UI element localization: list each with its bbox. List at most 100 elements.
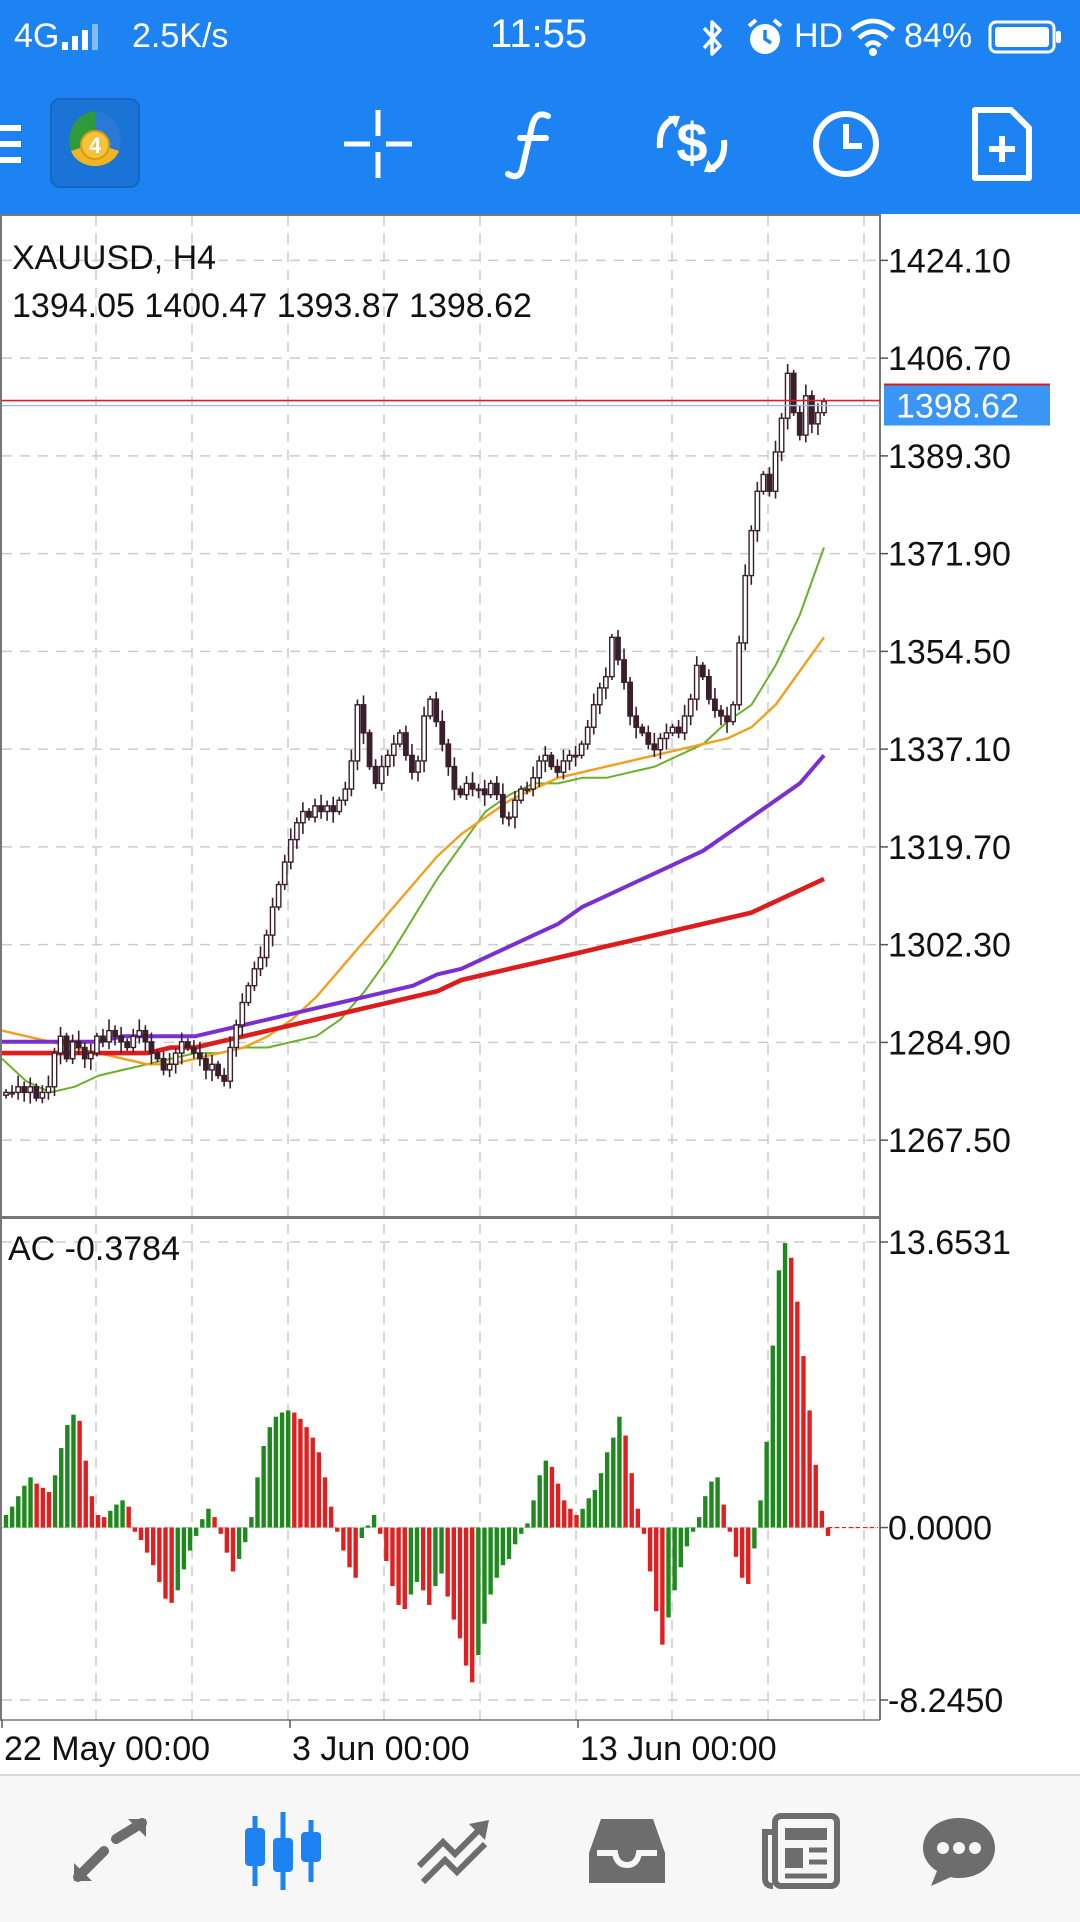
- price-tick-label: 1424.10: [888, 242, 1011, 280]
- ac-bar: [746, 1527, 751, 1585]
- ac-bar: [678, 1527, 683, 1568]
- candle-body: [518, 788, 524, 801]
- crosshair-icon[interactable]: [330, 96, 426, 192]
- candle-body: [536, 760, 543, 779]
- candle-body: [287, 838, 294, 863]
- ac-bar: [690, 1527, 696, 1532]
- ac-bar: [359, 1527, 364, 1539]
- candle-body: [136, 1029, 143, 1037]
- candle-body: [506, 816, 512, 820]
- candle-body: [190, 1046, 197, 1054]
- candle-body: [705, 675, 712, 700]
- ac-bar: [261, 1445, 266, 1528]
- candle-body: [27, 1086, 34, 1094]
- candle-body: [9, 1091, 15, 1095]
- ac-bar: [654, 1527, 659, 1612]
- candle-body: [184, 1041, 191, 1049]
- ac-bar: [555, 1483, 561, 1528]
- candle-body: [142, 1029, 149, 1043]
- ac-bar: [703, 1496, 708, 1528]
- ac-bar: [813, 1464, 818, 1528]
- chart-area[interactable]: 1424.10 1406.70 1389.30 1371.90 1354.50 1337.…: [0, 214, 1080, 1774]
- time-tick-label: 13 Jun 00:00: [580, 1730, 777, 1768]
- ac-bar: [825, 1527, 831, 1536]
- candle-body: [178, 1041, 185, 1054]
- ac-bar: [494, 1527, 499, 1578]
- chart-icon[interactable]: [228, 1796, 338, 1906]
- ac-bar: [402, 1527, 407, 1610]
- ac-bar: [451, 1527, 457, 1620]
- signal-icon: [62, 24, 102, 50]
- price-axis: 1424.10 1406.70 1389.30 1371.90 1354.50 1337.…: [880, 242, 1011, 1160]
- ac-bar: [512, 1527, 518, 1545]
- menu-icon[interactable]: [0, 96, 38, 192]
- candle-body: [724, 715, 730, 723]
- battery-icon: [988, 20, 1062, 59]
- ac-bar: [788, 1257, 794, 1528]
- candle-body: [203, 1057, 209, 1071]
- candle-body: [160, 1057, 167, 1071]
- candle-body: [736, 642, 743, 706]
- chart-axes: [0, 214, 881, 1721]
- candle-body: [39, 1091, 46, 1099]
- price-chart[interactable]: 1424.10 1406.70 1389.30 1371.90 1354.50 1337.…: [0, 214, 1080, 1774]
- candle-body: [112, 1029, 118, 1037]
- candle-body: [493, 782, 500, 796]
- ac-bar: [40, 1487, 46, 1528]
- candle-body: [166, 1063, 173, 1071]
- candle-body: [396, 732, 403, 745]
- ac-bar: [138, 1527, 144, 1541]
- ac-bar: [641, 1527, 647, 1534]
- candle-body: [639, 726, 646, 734]
- trade-icon[interactable]: $: [644, 96, 740, 192]
- ac-bar: [206, 1508, 211, 1528]
- ac-bar: [647, 1527, 653, 1572]
- ac-bar: [396, 1527, 401, 1605]
- quotes-icon[interactable]: [55, 1796, 165, 1906]
- ac-bar: [604, 1452, 610, 1528]
- price-badge-top: [884, 383, 1050, 387]
- candle-body: [378, 765, 385, 785]
- candle-body: [748, 529, 755, 577]
- ac-bar: [310, 1437, 315, 1528]
- candle-body: [154, 1052, 161, 1060]
- candle-body: [463, 782, 470, 796]
- ac-bar: [390, 1527, 395, 1587]
- price-tick-label: 1389.30: [888, 438, 1011, 476]
- ac-bar: [212, 1517, 217, 1528]
- symbol-label: XAUUSD, H4: [12, 239, 216, 277]
- candle-body: [306, 810, 312, 818]
- ac-bar: [715, 1477, 720, 1528]
- clock: 11:55: [490, 12, 588, 56]
- new-order-icon[interactable]: [954, 96, 1050, 192]
- candle-body: [633, 715, 640, 728]
- price-tick-label: 1406.70: [888, 340, 1011, 378]
- chat-icon[interactable]: [904, 1796, 1014, 1906]
- logo-badge: 4: [89, 133, 102, 158]
- ac-bar: [666, 1527, 671, 1618]
- candle-body: [427, 698, 434, 717]
- ac-bar: [562, 1500, 567, 1528]
- ac-bar: [335, 1527, 340, 1532]
- news-icon[interactable]: [746, 1796, 856, 1906]
- candle-body: [439, 720, 446, 745]
- candle-body: [366, 732, 373, 768]
- ac-bar: [782, 1243, 788, 1528]
- candle-body: [312, 805, 318, 818]
- indicators-icon[interactable]: [486, 96, 582, 192]
- ac-bar: [267, 1427, 272, 1528]
- history-icon[interactable]: [572, 1796, 682, 1906]
- ac-bar: [34, 1483, 39, 1528]
- ac-bar: [3, 1515, 9, 1528]
- ac-bar: [709, 1481, 714, 1528]
- candle-body: [566, 754, 573, 762]
- metatrader-logo-icon[interactable]: 4: [50, 98, 140, 188]
- ac-bar: [549, 1466, 555, 1528]
- ac-bar: [224, 1527, 230, 1553]
- candle-body: [172, 1052, 179, 1066]
- candle-body: [669, 726, 676, 734]
- candle-body: [621, 659, 627, 683]
- trade-nav-icon[interactable]: [400, 1796, 510, 1906]
- timeframe-clock-icon[interactable]: [798, 96, 894, 192]
- price-tick-label: 1267.50: [888, 1122, 1011, 1160]
